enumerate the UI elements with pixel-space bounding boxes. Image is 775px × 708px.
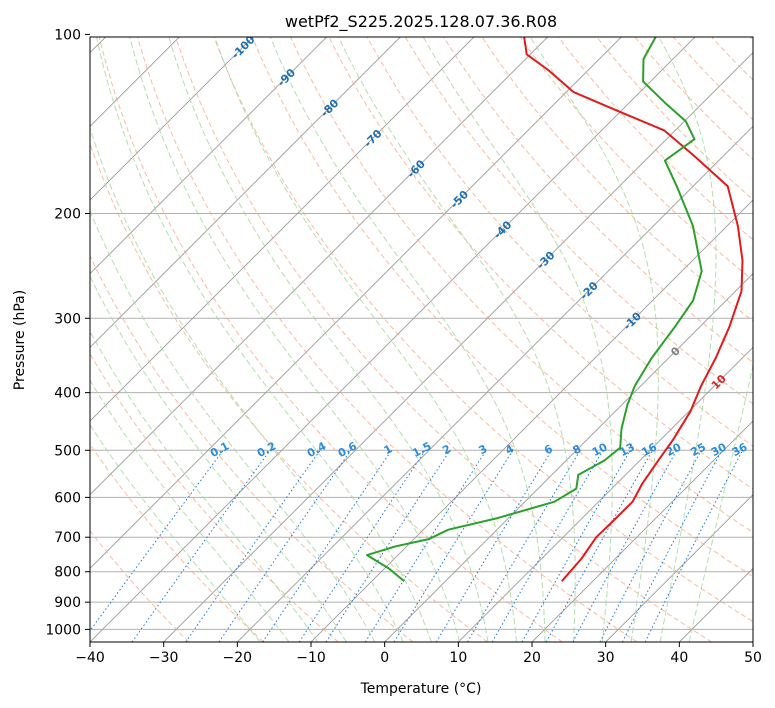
x-tick-label: 40 bbox=[670, 650, 688, 666]
moist-adiabat bbox=[96, 37, 432, 642]
y-tick-label: 300 bbox=[54, 311, 81, 327]
mixing-ratio-line bbox=[218, 450, 352, 642]
profile-series bbox=[366, 37, 744, 582]
dry-adiabat bbox=[175, 37, 712, 642]
x-tick-label: 20 bbox=[523, 650, 541, 666]
dry-adiabat bbox=[251, 37, 753, 578]
dry-adiabat bbox=[90, 254, 414, 642]
dry-adiabat bbox=[90, 530, 190, 642]
mixing-ratio-label: 13 bbox=[617, 440, 637, 459]
dry-adiabat bbox=[98, 37, 563, 642]
x-axis-ticks: −40 −30 −20 −10 0 10 20 30 40 50 bbox=[75, 642, 762, 666]
moist-adiabat bbox=[129, 37, 461, 642]
isotherm-gridline bbox=[90, 37, 401, 348]
y-tick-label: 700 bbox=[54, 530, 81, 546]
mixing-ratio-label: 10 bbox=[590, 440, 610, 459]
isotherm-gridline bbox=[531, 420, 753, 642]
mixing-ratio-line bbox=[262, 450, 392, 642]
isotherm-gridline bbox=[384, 273, 753, 642]
isotherm-gridline bbox=[90, 37, 328, 275]
x-tick-label: 50 bbox=[744, 650, 762, 666]
mixing-ratio-line bbox=[185, 450, 321, 642]
mixing-ratio-line bbox=[545, 450, 653, 642]
mixing-ratio-line bbox=[572, 450, 678, 642]
moist-adiabat bbox=[422, 37, 613, 642]
dry-adiabats bbox=[90, 37, 753, 642]
y-tick-label: 200 bbox=[54, 207, 81, 223]
dry-adiabat bbox=[328, 37, 753, 490]
isotherm-gridline bbox=[237, 125, 753, 642]
x-tick-label: −20 bbox=[223, 650, 253, 666]
y-tick-label: 800 bbox=[54, 565, 81, 581]
x-tick-label: −30 bbox=[149, 650, 179, 666]
moist-adiabats bbox=[90, 37, 753, 642]
y-tick-label: 400 bbox=[54, 386, 81, 402]
dry-adiabat bbox=[90, 443, 264, 642]
mixing-ratio-line bbox=[298, 450, 426, 642]
moist-adiabat bbox=[90, 126, 404, 642]
isobar-grid bbox=[90, 213, 753, 630]
moist-adiabat bbox=[90, 379, 290, 642]
moist-adiabat bbox=[90, 423, 261, 642]
moist-adiabat bbox=[90, 330, 319, 642]
dry-adiabat bbox=[137, 37, 638, 642]
isotherm-gridline bbox=[90, 37, 622, 569]
temperature-line bbox=[523, 37, 744, 582]
y-axis-ticks: 100 200 300 400 500 600 700 800 900 1000 bbox=[45, 27, 90, 638]
isotherm-gridline bbox=[90, 37, 254, 201]
moist-adiabat bbox=[658, 37, 717, 642]
isotherm-gridline bbox=[605, 494, 753, 642]
moist-adiabat bbox=[214, 37, 517, 642]
mixing-ratio-label: 16 bbox=[639, 440, 659, 459]
y-tick-label: 100 bbox=[54, 27, 81, 43]
mixing-ratio-label: 25 bbox=[688, 440, 708, 459]
x-tick-label: −40 bbox=[75, 650, 105, 666]
y-tick-label: 1000 bbox=[45, 622, 81, 638]
moist-adiabat bbox=[168, 37, 489, 642]
mixing-ratio-line bbox=[131, 450, 271, 642]
moist-adiabat bbox=[90, 275, 347, 642]
mixing-ratio-label: 30 bbox=[709, 440, 729, 459]
dry-adiabat bbox=[443, 37, 753, 363]
x-tick-label: 30 bbox=[597, 650, 615, 666]
isotherm-gridline bbox=[458, 346, 753, 642]
x-tick-label: 10 bbox=[449, 650, 467, 666]
dry-adiabat bbox=[519, 37, 753, 281]
mixing-ratio-line bbox=[90, 449, 224, 632]
moist-adiabat bbox=[269, 37, 546, 642]
x-tick-label: 0 bbox=[380, 650, 389, 666]
x-axis-label: Temperature (°C) bbox=[360, 681, 482, 697]
x-tick-label: −10 bbox=[296, 650, 326, 666]
mixing-ratio-line bbox=[435, 450, 553, 642]
isotherm-gridline bbox=[90, 37, 549, 496]
mixing-ratio-label: 36 bbox=[730, 440, 750, 459]
moist-adiabat bbox=[90, 209, 376, 642]
chart-title: wetPf2_S225.2025.128.07.36.R08 bbox=[285, 12, 557, 32]
isotherm-gridline bbox=[90, 37, 696, 642]
mixing-ratio-line bbox=[364, 450, 487, 642]
dry-adiabat bbox=[90, 352, 339, 642]
dry-adiabat bbox=[90, 142, 488, 642]
y-axis-label: Pressure (hPa) bbox=[12, 290, 28, 390]
y-tick-label: 900 bbox=[54, 595, 81, 611]
mixing-ratio-line bbox=[325, 450, 451, 642]
dewpoint-line bbox=[366, 37, 703, 582]
moist-adiabat bbox=[529, 37, 659, 642]
moist-adiabat bbox=[337, 37, 576, 642]
dry-adiabat bbox=[213, 37, 753, 623]
dry-adiabat bbox=[404, 37, 753, 405]
y-tick-label: 500 bbox=[54, 443, 81, 459]
plot-frame bbox=[89, 36, 754, 643]
mixing-ratio-line bbox=[599, 450, 702, 642]
mixing-ratio-lines bbox=[90, 449, 744, 642]
y-tick-label: 600 bbox=[54, 490, 81, 506]
isotherm-gridline bbox=[90, 37, 475, 422]
